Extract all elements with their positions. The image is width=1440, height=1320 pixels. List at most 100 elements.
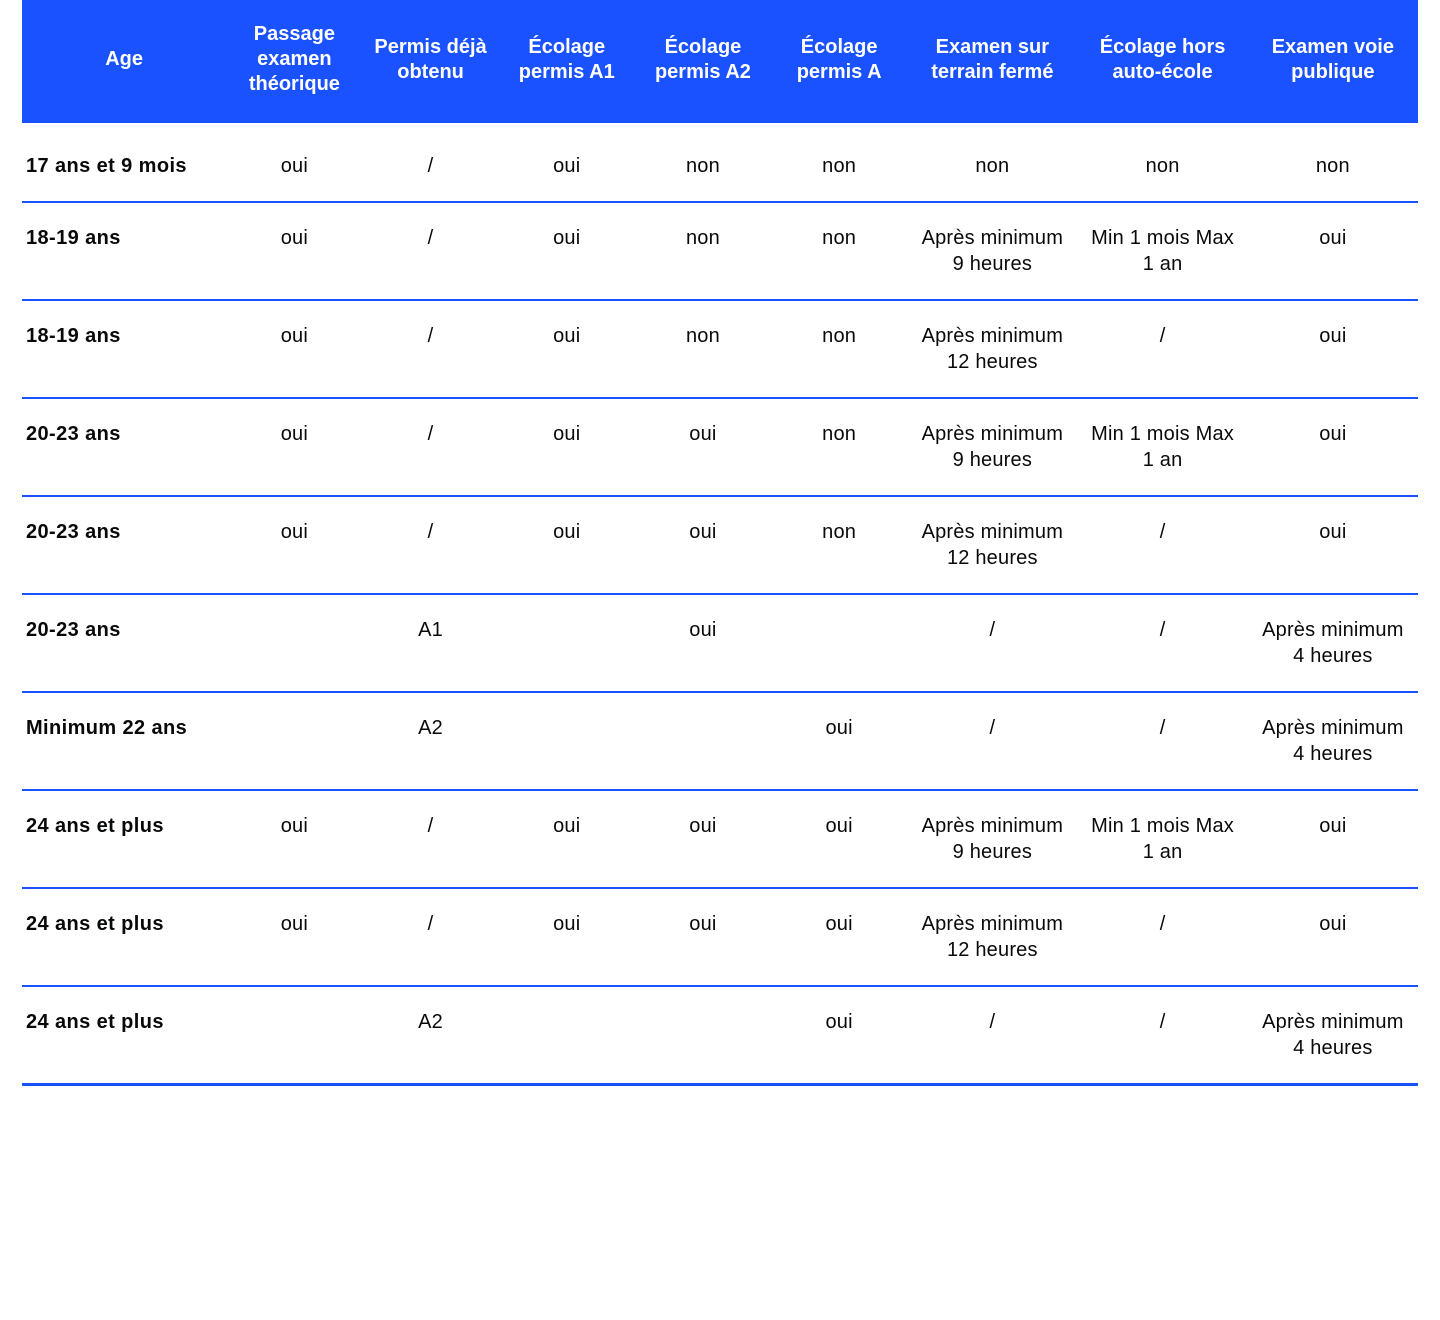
table-row: Minimum 22 ans A2 oui / / Après minimum … [22, 692, 1418, 790]
cell-public-road: Après minimum 4 heures [1248, 986, 1418, 1085]
table-row: 18-19 ans oui / oui non non Après minimu… [22, 202, 1418, 300]
cell-public-road: non [1248, 131, 1418, 202]
cell-license-held: / [362, 888, 498, 986]
cell-training-a: oui [771, 888, 907, 986]
cell-training-a2: non [635, 202, 771, 300]
permit-requirements-table: Age Passage examen théorique Permis déjà… [22, 0, 1418, 1086]
cell-training-a: non [771, 496, 907, 594]
cell-outside-school: non [1077, 131, 1247, 202]
cell-outside-school: Min 1 mois Max 1 an [1077, 790, 1247, 888]
cell-theory-exam [226, 692, 362, 790]
cell-training-a1: oui [499, 888, 635, 986]
cell-training-a1: oui [499, 496, 635, 594]
cell-closed-terrain: Après minimum 9 heures [907, 398, 1077, 496]
cell-license-held: A2 [362, 692, 498, 790]
cell-public-road: oui [1248, 790, 1418, 888]
cell-training-a1 [499, 594, 635, 692]
cell-training-a1 [499, 986, 635, 1085]
col-header-training-a: Écolage permis A [771, 0, 907, 123]
cell-training-a2: oui [635, 594, 771, 692]
cell-outside-school: / [1077, 692, 1247, 790]
cell-public-road: oui [1248, 300, 1418, 398]
cell-outside-school: / [1077, 594, 1247, 692]
cell-closed-terrain: Après minimum 12 heures [907, 496, 1077, 594]
cell-license-held: / [362, 202, 498, 300]
cell-theory-exam [226, 594, 362, 692]
cell-public-road: Après minimum 4 heures [1248, 594, 1418, 692]
table-row: 18-19 ans oui / oui non non Après minimu… [22, 300, 1418, 398]
cell-public-road: oui [1248, 496, 1418, 594]
cell-age: 18-19 ans [22, 300, 226, 398]
cell-theory-exam: oui [226, 131, 362, 202]
cell-license-held: / [362, 131, 498, 202]
cell-public-road: oui [1248, 888, 1418, 986]
table-row: 24 ans et plus A2 oui / / Après minimum … [22, 986, 1418, 1085]
cell-training-a1: oui [499, 131, 635, 202]
cell-training-a2: oui [635, 790, 771, 888]
cell-training-a1: oui [499, 790, 635, 888]
cell-training-a2: non [635, 300, 771, 398]
table-row: 24 ans et plus oui / oui oui oui Après m… [22, 790, 1418, 888]
cell-license-held: / [362, 496, 498, 594]
cell-training-a2 [635, 986, 771, 1085]
cell-age: 20-23 ans [22, 496, 226, 594]
cell-theory-exam: oui [226, 202, 362, 300]
col-header-age: Age [22, 0, 226, 123]
cell-outside-school: / [1077, 300, 1247, 398]
table-row: 20-23 ans A1 oui / / Après minimum 4 heu… [22, 594, 1418, 692]
cell-training-a2: oui [635, 398, 771, 496]
cell-outside-school: / [1077, 986, 1247, 1085]
col-header-closed-terrain-exam: Examen sur terrain fermé [907, 0, 1077, 123]
cell-closed-terrain: / [907, 594, 1077, 692]
table-row: 20-23 ans oui / oui oui non Après minimu… [22, 496, 1418, 594]
table-header: Age Passage examen théorique Permis déjà… [22, 0, 1418, 123]
cell-theory-exam: oui [226, 300, 362, 398]
cell-training-a: oui [771, 692, 907, 790]
cell-closed-terrain: Après minimum 12 heures [907, 300, 1077, 398]
table-row: 24 ans et plus oui / oui oui oui Après m… [22, 888, 1418, 986]
cell-outside-school: Min 1 mois Max 1 an [1077, 398, 1247, 496]
cell-training-a1: oui [499, 300, 635, 398]
cell-theory-exam: oui [226, 888, 362, 986]
cell-closed-terrain: non [907, 131, 1077, 202]
col-header-license-held: Permis déjà obtenu [362, 0, 498, 123]
col-header-public-road-exam: Examen voie publique [1248, 0, 1418, 123]
cell-license-held: A2 [362, 986, 498, 1085]
cell-training-a1 [499, 692, 635, 790]
cell-license-held: / [362, 790, 498, 888]
cell-training-a1: oui [499, 398, 635, 496]
cell-closed-terrain: / [907, 986, 1077, 1085]
col-header-theory-exam: Passage examen théorique [226, 0, 362, 123]
cell-theory-exam [226, 986, 362, 1085]
cell-age: 24 ans et plus [22, 790, 226, 888]
cell-outside-school: / [1077, 888, 1247, 986]
cell-closed-terrain: Après minimum 12 heures [907, 888, 1077, 986]
cell-theory-exam: oui [226, 398, 362, 496]
col-header-outside-school-training: Écolage hors auto-école [1077, 0, 1247, 123]
cell-closed-terrain: Après minimum 9 heures [907, 202, 1077, 300]
cell-training-a: oui [771, 790, 907, 888]
cell-closed-terrain: / [907, 692, 1077, 790]
cell-license-held: / [362, 300, 498, 398]
col-header-training-a1: Écolage permis A1 [499, 0, 635, 123]
table-body: 17 ans et 9 mois oui / oui non non non n… [22, 123, 1418, 1085]
cell-public-road: Après minimum 4 heures [1248, 692, 1418, 790]
cell-public-road: oui [1248, 202, 1418, 300]
cell-training-a: non [771, 398, 907, 496]
cell-training-a: non [771, 131, 907, 202]
col-header-training-a2: Écolage permis A2 [635, 0, 771, 123]
cell-training-a2 [635, 692, 771, 790]
cell-age: 20-23 ans [22, 594, 226, 692]
cell-theory-exam: oui [226, 496, 362, 594]
cell-age: Minimum 22 ans [22, 692, 226, 790]
cell-license-held: / [362, 398, 498, 496]
cell-closed-terrain: Après minimum 9 heures [907, 790, 1077, 888]
table-row: 17 ans et 9 mois oui / oui non non non n… [22, 131, 1418, 202]
cell-training-a2: oui [635, 496, 771, 594]
cell-age: 20-23 ans [22, 398, 226, 496]
cell-training-a: oui [771, 986, 907, 1085]
cell-age: 18-19 ans [22, 202, 226, 300]
cell-license-held: A1 [362, 594, 498, 692]
cell-public-road: oui [1248, 398, 1418, 496]
cell-training-a: non [771, 202, 907, 300]
